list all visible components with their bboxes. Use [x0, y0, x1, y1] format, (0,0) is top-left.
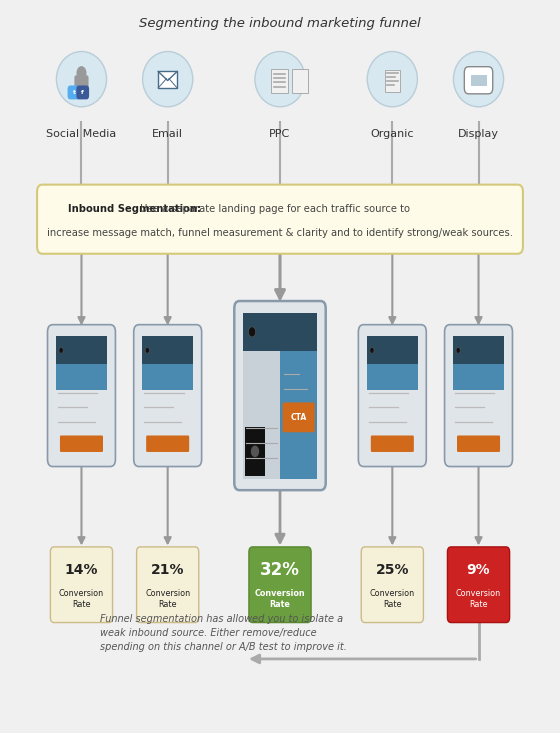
FancyBboxPatch shape — [146, 435, 189, 452]
Text: Conversion
Rate: Conversion Rate — [59, 589, 104, 609]
FancyBboxPatch shape — [453, 364, 504, 390]
Text: Conversion
Rate: Conversion Rate — [370, 589, 415, 609]
FancyBboxPatch shape — [470, 75, 487, 86]
Text: f: f — [81, 90, 84, 95]
FancyBboxPatch shape — [242, 313, 318, 351]
Circle shape — [251, 446, 259, 457]
Ellipse shape — [454, 51, 503, 107]
FancyBboxPatch shape — [367, 336, 418, 364]
Text: 21%: 21% — [151, 564, 184, 578]
FancyBboxPatch shape — [74, 75, 88, 90]
FancyBboxPatch shape — [358, 325, 426, 466]
FancyBboxPatch shape — [271, 70, 287, 93]
FancyBboxPatch shape — [56, 336, 107, 364]
Polygon shape — [158, 71, 177, 88]
FancyBboxPatch shape — [137, 547, 199, 622]
Circle shape — [249, 327, 256, 337]
Ellipse shape — [143, 51, 193, 107]
Text: Conversion
Rate: Conversion Rate — [255, 589, 305, 609]
FancyBboxPatch shape — [50, 547, 113, 622]
FancyBboxPatch shape — [242, 351, 280, 479]
FancyBboxPatch shape — [48, 325, 115, 466]
FancyBboxPatch shape — [280, 351, 318, 479]
FancyBboxPatch shape — [68, 86, 80, 100]
FancyBboxPatch shape — [292, 70, 309, 93]
Text: Conversion
Rate: Conversion Rate — [456, 589, 501, 609]
Text: Email: Email — [152, 128, 183, 139]
Ellipse shape — [255, 51, 305, 107]
FancyBboxPatch shape — [234, 301, 326, 490]
FancyBboxPatch shape — [361, 547, 423, 622]
FancyBboxPatch shape — [371, 435, 414, 452]
Text: Use a separate landing page for each traffic source to: Use a separate landing page for each tra… — [137, 205, 410, 214]
FancyBboxPatch shape — [453, 336, 504, 364]
FancyBboxPatch shape — [457, 435, 500, 452]
FancyBboxPatch shape — [56, 364, 107, 390]
Text: 32%: 32% — [260, 561, 300, 579]
FancyBboxPatch shape — [445, 325, 512, 466]
Text: increase message match, funnel measurement & clarity and to identify strong/weak: increase message match, funnel measureme… — [47, 228, 513, 237]
FancyBboxPatch shape — [60, 435, 103, 452]
FancyBboxPatch shape — [142, 336, 193, 364]
Ellipse shape — [57, 51, 106, 107]
Circle shape — [456, 347, 460, 353]
FancyBboxPatch shape — [142, 364, 193, 390]
Text: Funnel segmentation has allowed you to isolate a
weak inbound source. Either rem: Funnel segmentation has allowed you to i… — [100, 614, 347, 652]
Circle shape — [145, 347, 150, 353]
FancyBboxPatch shape — [37, 185, 523, 254]
Circle shape — [77, 66, 86, 80]
Text: Social Media: Social Media — [46, 128, 116, 139]
FancyBboxPatch shape — [385, 70, 400, 92]
Text: Segmenting the inbound marketing funnel: Segmenting the inbound marketing funnel — [139, 18, 421, 30]
FancyBboxPatch shape — [76, 86, 89, 100]
Text: Inbound Segmentation:: Inbound Segmentation: — [68, 205, 202, 214]
Text: Display: Display — [458, 128, 499, 139]
Text: t: t — [72, 90, 76, 95]
Text: 9%: 9% — [466, 564, 491, 578]
Text: 25%: 25% — [376, 564, 409, 578]
Circle shape — [59, 347, 63, 353]
FancyBboxPatch shape — [367, 364, 418, 390]
Ellipse shape — [367, 51, 417, 107]
FancyBboxPatch shape — [245, 427, 265, 476]
FancyBboxPatch shape — [464, 67, 493, 94]
Text: Organic: Organic — [371, 128, 414, 139]
FancyBboxPatch shape — [447, 547, 510, 622]
Text: 14%: 14% — [65, 564, 98, 578]
FancyBboxPatch shape — [283, 402, 315, 432]
FancyBboxPatch shape — [134, 325, 202, 466]
Text: PPC: PPC — [269, 128, 291, 139]
Circle shape — [370, 347, 374, 353]
Text: CTA: CTA — [291, 413, 307, 422]
FancyBboxPatch shape — [249, 547, 311, 622]
Text: Conversion
Rate: Conversion Rate — [145, 589, 190, 609]
